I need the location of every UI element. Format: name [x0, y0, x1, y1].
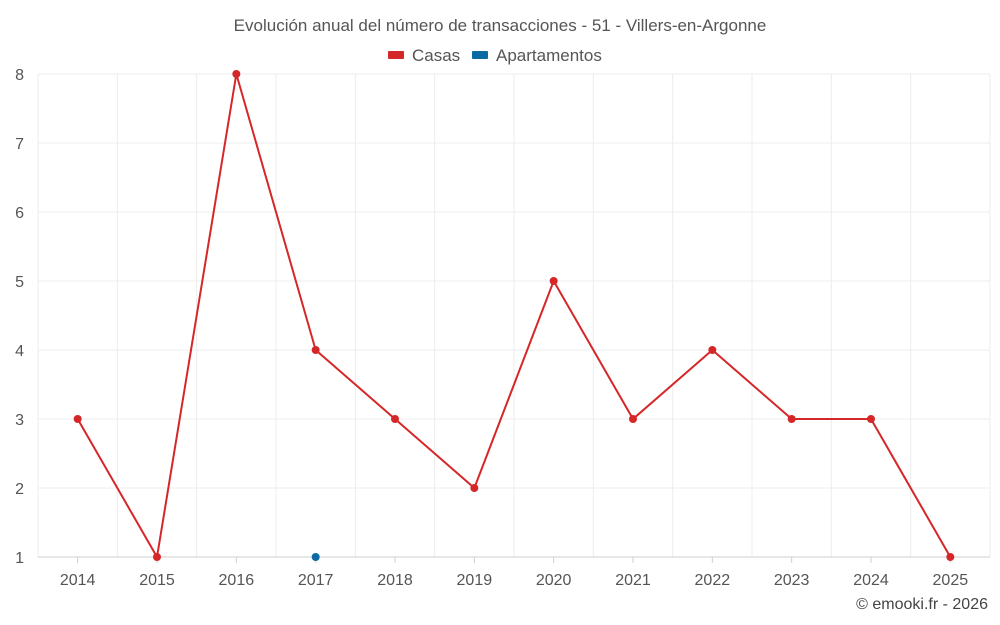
x-axis-ticks: 2014 2015 2016 2017 2018 2019 2020 2021 2022 2023…	[60, 557, 968, 589]
y-tick-label: 6	[15, 205, 24, 222]
y-axis-ticks: 1 2 3 4 5 6 7 8	[15, 67, 24, 567]
y-tick-label: 8	[15, 67, 24, 84]
data-point-casas-2019[interactable]	[470, 484, 479, 492]
data-point-casas-2015[interactable]	[153, 553, 161, 561]
series-apartamentos	[311, 553, 320, 561]
data-point-casas-2022[interactable]	[708, 346, 717, 354]
data-point-casas-2018[interactable]	[391, 415, 399, 423]
series-layer	[73, 70, 955, 561]
x-tick-label: 2020	[536, 572, 572, 589]
y-tick-label: 4	[15, 343, 24, 360]
x-tick-label: 2021	[615, 572, 651, 589]
legend[interactable]: Casas Apartamentos	[388, 46, 602, 65]
data-point-casas-2014[interactable]	[73, 415, 82, 423]
x-tick-label: 2024	[853, 572, 889, 589]
x-tick-label: 2015	[139, 572, 175, 589]
data-point-casas-2023[interactable]	[787, 415, 796, 423]
data-point-casas-2020[interactable]	[549, 277, 558, 285]
series-casas	[73, 70, 955, 561]
legend-label-apartamentos[interactable]: Apartamentos	[496, 46, 602, 65]
x-tick-label: 2025	[933, 572, 969, 589]
legend-swatch-casas	[388, 51, 404, 59]
grid-lines	[37, 73, 991, 557]
x-tick-label: 2018	[377, 572, 413, 589]
data-point-casas-2016[interactable]	[232, 70, 241, 78]
data-point-casas-2025[interactable]	[946, 553, 955, 561]
y-tick-label: 5	[15, 274, 24, 291]
x-tick-label: 2022	[695, 572, 731, 589]
x-tick-label: 2017	[298, 572, 334, 589]
credit-text: © emooki.fr - 2026	[856, 596, 988, 613]
y-tick-label: 7	[15, 136, 24, 153]
data-point-apartamentos-2017[interactable]	[311, 553, 320, 561]
y-tick-label: 3	[15, 412, 24, 429]
chart-title: Evolución anual del número de transaccio…	[234, 16, 767, 35]
data-point-casas-2021[interactable]	[629, 415, 637, 423]
x-tick-label: 2023	[774, 572, 810, 589]
y-tick-label: 2	[15, 481, 24, 498]
legend-label-casas[interactable]: Casas	[412, 46, 460, 65]
x-tick-label: 2016	[219, 572, 255, 589]
legend-swatch-apartamentos	[472, 51, 488, 59]
x-tick-label: 2019	[457, 572, 493, 589]
x-tick-label: 2014	[60, 572, 96, 589]
series-line-casas	[76, 73, 952, 558]
data-point-casas-2024[interactable]	[867, 415, 875, 423]
data-point-casas-2017[interactable]	[311, 346, 320, 354]
y-tick-label: 1	[15, 550, 24, 567]
